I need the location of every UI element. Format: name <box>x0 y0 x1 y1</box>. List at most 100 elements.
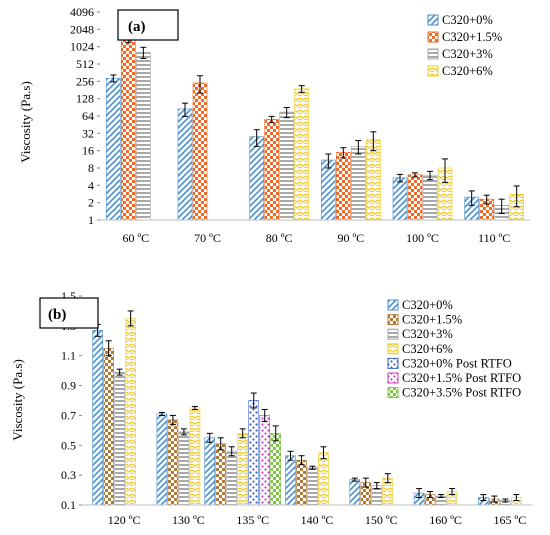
panel-label-box-a <box>117 9 179 41</box>
bar-c320-1-5-70-c <box>192 82 208 221</box>
bar-c320-0-80-c <box>249 136 264 221</box>
bar-c320-0-135-c <box>204 437 216 506</box>
bar-c320-1-5-100-c <box>407 174 423 221</box>
error-bar <box>197 75 203 94</box>
y-tick-label: 0.9 <box>61 379 76 393</box>
bar-c320-1-5-60-c <box>121 37 136 221</box>
y-tick-label: 1024 <box>70 40 94 54</box>
error-bar <box>217 437 224 451</box>
bar-c320-0-130-c <box>156 413 168 506</box>
bar-c320-3-90-c <box>351 146 366 221</box>
x-tick-label: 150 ºC <box>365 513 398 527</box>
bar-c320-0-140-c <box>285 455 296 506</box>
legend-swatch-c320-1-5-post-rtfo <box>387 372 399 384</box>
y-tick-label: 4 <box>88 178 94 192</box>
y-tick-label: 32 <box>82 126 94 140</box>
error-bar <box>370 131 377 152</box>
legend-swatch-c320-1-5 <box>427 31 439 43</box>
bar-c320-1-5-140-c <box>296 459 307 506</box>
error-bar <box>268 115 275 124</box>
bar-c320-1-5-90-c <box>336 151 351 221</box>
bar-c320-6-130-c <box>189 407 201 506</box>
error-bar <box>373 482 380 490</box>
error-bar <box>298 455 305 466</box>
y-tick-label: 256 <box>76 74 94 88</box>
error-bar <box>261 408 268 422</box>
bar-c320-3-140-c <box>307 467 318 506</box>
y-tick-label: 16 <box>82 144 94 158</box>
bar-c320-1-5-post-rtfo-135-c <box>259 415 271 506</box>
x-tick-label: 100 ºC <box>406 231 439 245</box>
error-bar <box>491 495 498 503</box>
x-tick-label: 135 ºC <box>236 513 269 527</box>
bar-c320-1-5-130-c <box>167 419 179 506</box>
legend-entry-c320-1-5: C320+1.5% <box>442 30 502 44</box>
panel-label-a: (a) <box>128 19 146 35</box>
bar-c320-6-90-c <box>366 139 381 221</box>
y-tick-label: 0.1 <box>61 498 76 512</box>
x-tick-label: 140 ºC <box>301 513 334 527</box>
y-tick-label: 1 <box>88 213 94 227</box>
error-bar <box>158 411 165 416</box>
y-tick-label: 1.1 <box>61 349 76 363</box>
bar-c320-0-100-c <box>392 177 408 221</box>
error-bar <box>449 488 456 496</box>
bar-c320-1-5-135-c <box>215 443 227 506</box>
bar-c320-0-70-c <box>177 108 193 221</box>
error-bar <box>362 477 369 488</box>
legend-swatch-c320-1-5 <box>387 314 399 326</box>
x-tick-label: 70 ºC <box>194 231 221 245</box>
x-tick-label: 60 ºC <box>122 231 149 245</box>
error-bar <box>309 465 316 470</box>
x-tick-label: 165 ºC <box>493 513 526 527</box>
legend-entry-c320-0-post-rtfo: C320+0% Post RTFO <box>402 356 512 370</box>
error-bar <box>340 147 347 159</box>
legend-entry-c320-6: C320+6% <box>402 342 453 356</box>
y-tick-label: 128 <box>76 92 94 106</box>
error-bar <box>427 491 434 499</box>
chart-a: 1 2 4 8 16 32 64 128 256 512 1024 2048 4096 60 ºC 70 … <box>18 5 530 245</box>
error-bar <box>105 340 112 357</box>
y-tick-label: 0.5 <box>61 438 76 452</box>
legend-swatch-c320-6 <box>387 343 399 355</box>
x-tick-label: 90 ºC <box>337 231 364 245</box>
y-tick-label: 512 <box>76 57 94 71</box>
error-bar <box>253 129 260 147</box>
error-bar <box>502 498 509 503</box>
error-bar <box>320 446 327 460</box>
legend-entry-c320-1-5: C320+1.5% <box>402 313 462 327</box>
error-bar <box>180 428 187 436</box>
bar-c320-0-150-c <box>349 479 361 506</box>
legend-swatch-c320-6 <box>427 65 439 77</box>
error-bar <box>438 494 445 499</box>
bar-c320-6-140-c <box>318 452 329 506</box>
error-bar <box>442 158 448 183</box>
error-bar <box>127 310 134 327</box>
error-bar <box>206 432 213 443</box>
x-tick-label: 120 ºC <box>108 513 141 527</box>
y-tick-label: 2 <box>88 196 94 210</box>
bar-c320-1-5-120-c <box>103 347 114 506</box>
error-bar <box>116 368 123 376</box>
bar-c320-0-60-c <box>106 77 121 221</box>
x-tick-label: 160 ºC <box>429 513 462 527</box>
y-tick-label: 2048 <box>70 22 94 36</box>
error-bar <box>355 140 362 155</box>
panel-label-b: (b) <box>48 307 66 323</box>
error-bar <box>513 494 520 502</box>
legend-swatch-c320-3 <box>427 48 439 60</box>
y-tick-label: 4096 <box>70 5 94 19</box>
error-bar <box>287 450 294 461</box>
error-bar <box>298 85 305 93</box>
legend-entry-c320-0: C320+0% <box>402 298 453 312</box>
error-bar <box>412 172 418 178</box>
x-tick-label: 80 ºC <box>266 231 293 245</box>
error-bar <box>191 405 198 410</box>
error-bar <box>483 194 490 205</box>
legend-swatch-c320-3 <box>387 328 399 340</box>
y-tick-label: 0.7 <box>61 408 76 422</box>
error-bar <box>182 102 188 117</box>
error-bar <box>468 190 475 206</box>
y-tick-label: 64 <box>82 109 94 123</box>
